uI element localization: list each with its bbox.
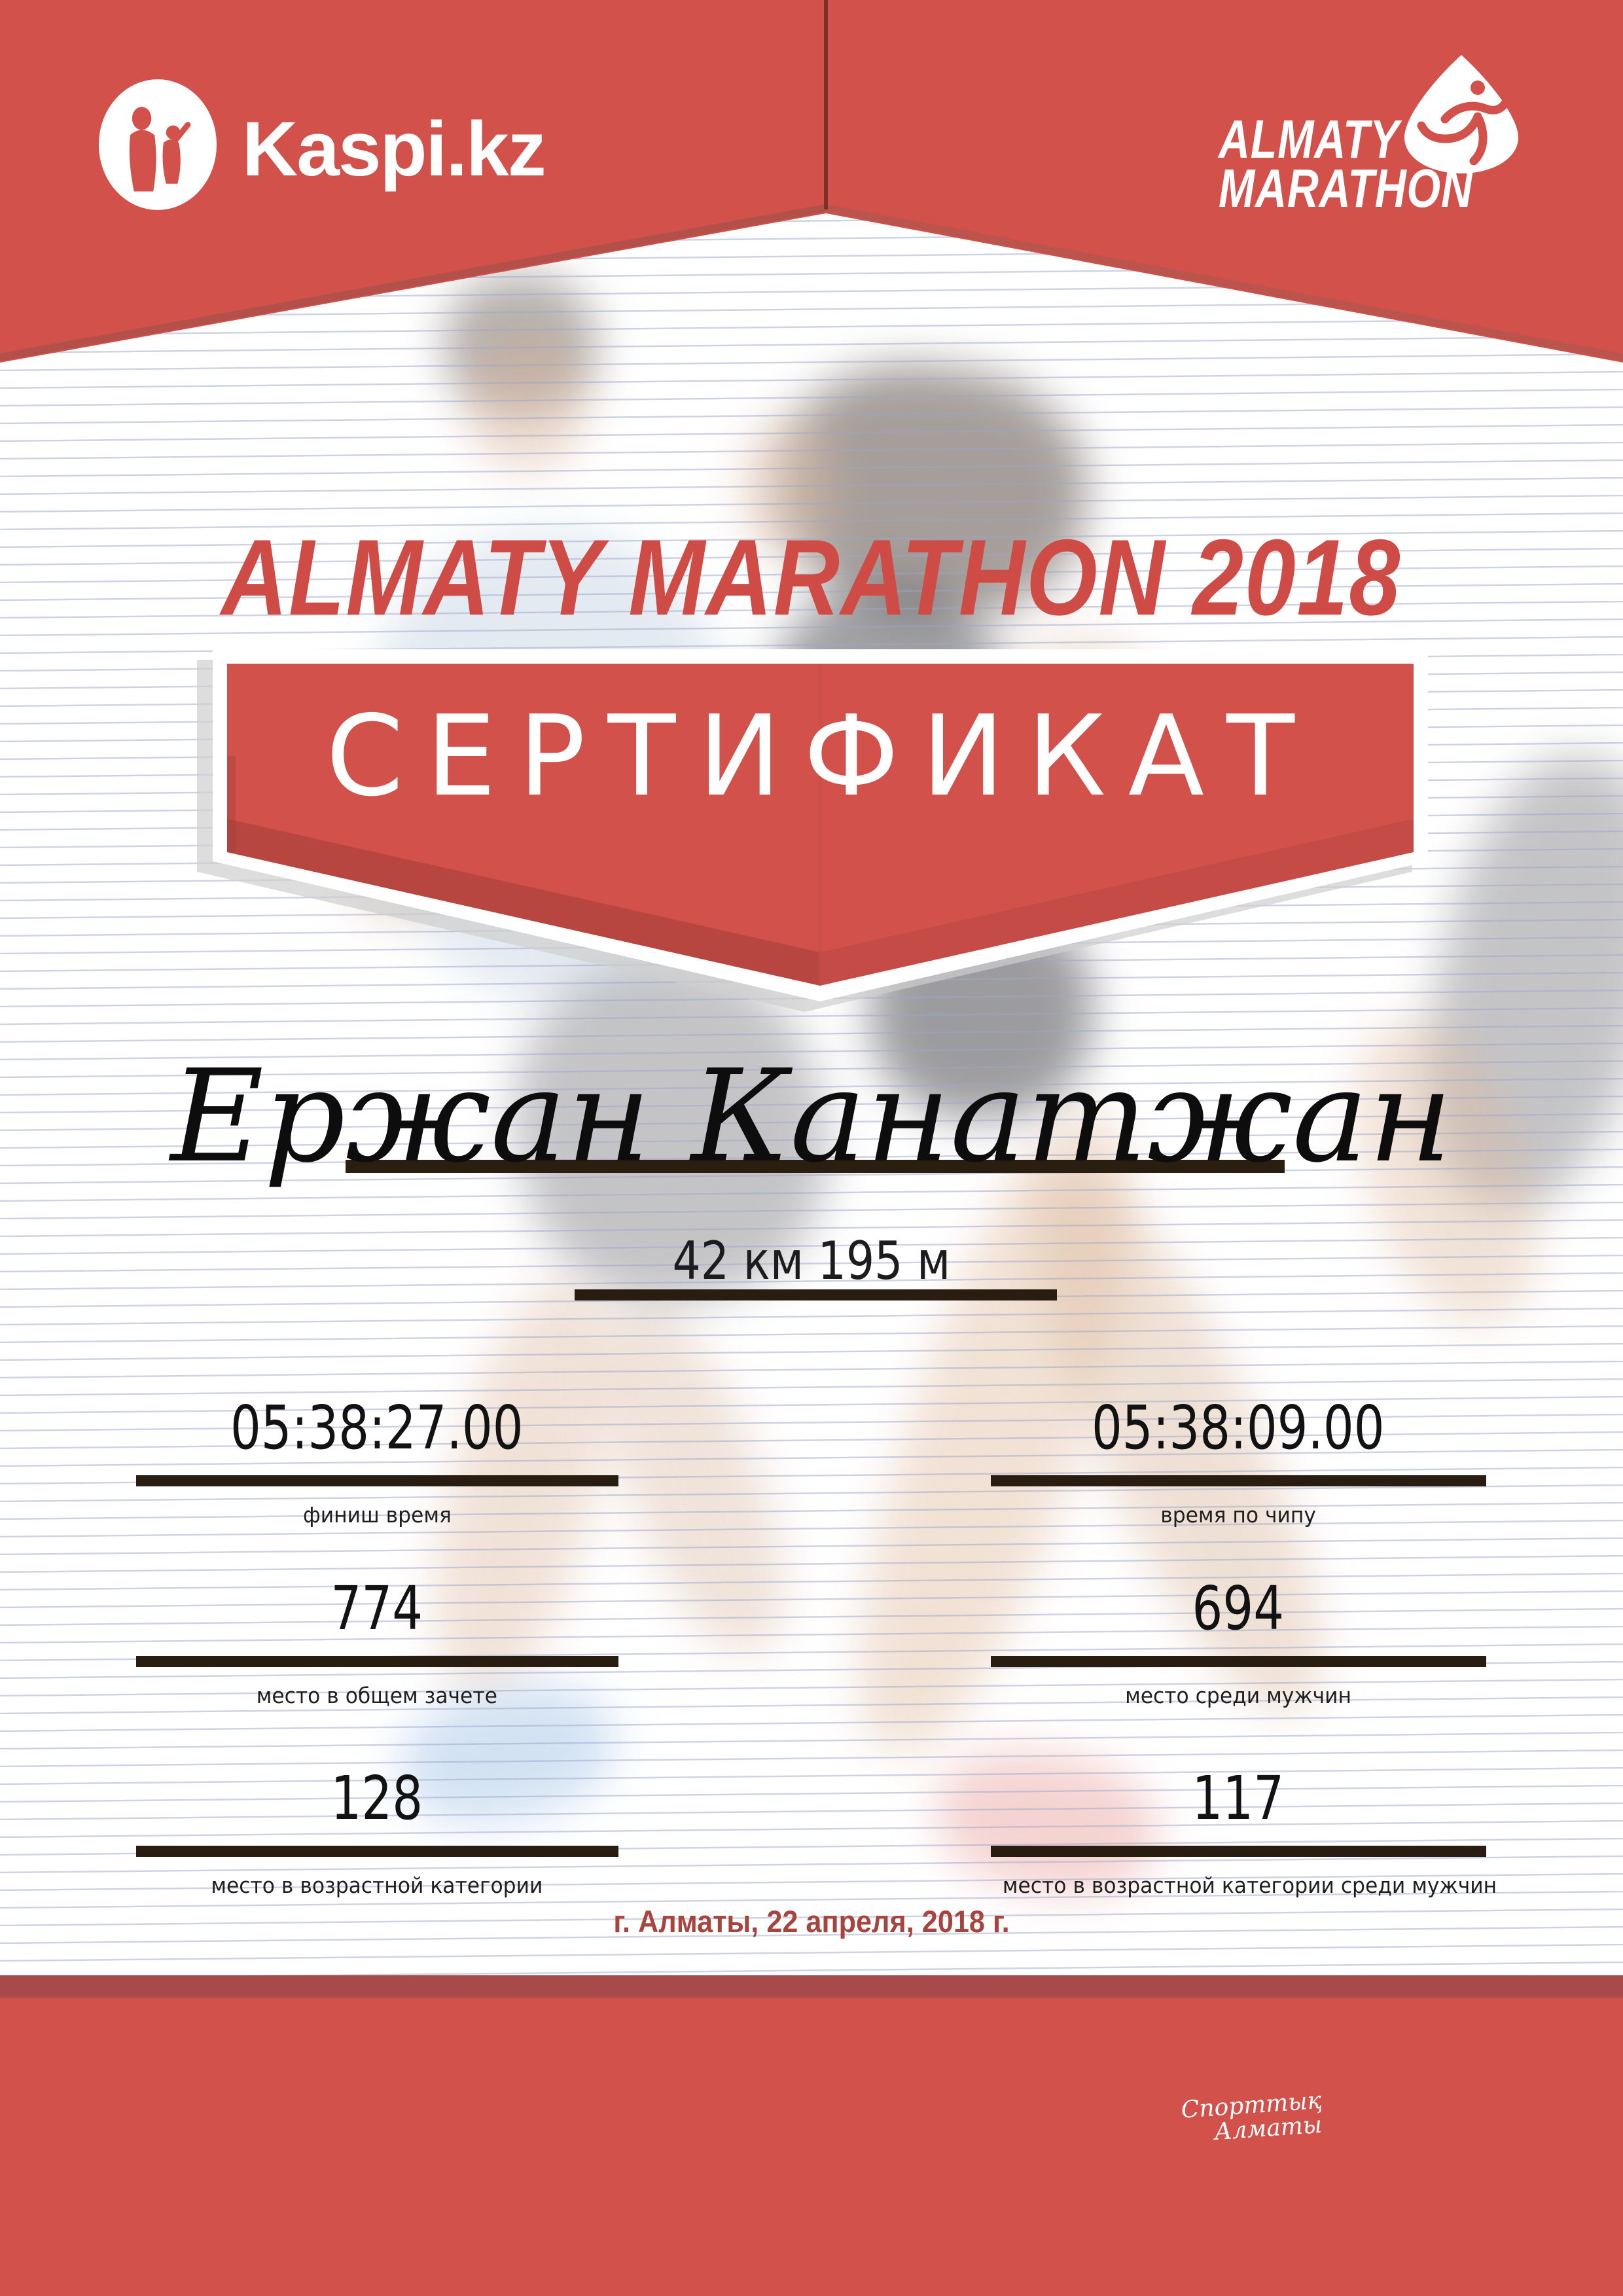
stat-value: 05:38:27.00	[230, 1393, 524, 1463]
almaty-marathon-wordmark: ALMATY MARATHON	[1219, 109, 1473, 219]
stat-value: 694	[1192, 1573, 1285, 1643]
kaspi-figures-icon	[98, 79, 217, 210]
almaty-marathon-runner-icon	[1404, 55, 1518, 173]
stat-value: 128	[330, 1763, 423, 1833]
distance-underline	[575, 1289, 1057, 1300]
stat-age-place: 128 место в возрастной категории	[128, 1768, 626, 1898]
header-band	[0, 0, 1623, 363]
kaspi-logo: Kaspi.kz	[97, 77, 546, 212]
footer-band	[0, 1998, 1623, 2296]
almaty-marathon-line2: MARATHON	[1219, 157, 1473, 219]
stat-rule	[990, 1475, 1486, 1486]
stat-label: место в общем зачете	[256, 1683, 498, 1708]
stat-value: 117	[1192, 1763, 1285, 1833]
date-line: г. Алматы, 22 апреля, 2018 г.	[613, 1904, 1010, 1939]
stat-value: 05:38:09.00	[1092, 1393, 1385, 1463]
recipient-name: Ержан Канатжан	[170, 1042, 1453, 1191]
event-title: ALMATY MARATHON 2018	[221, 517, 1402, 637]
stat-rule	[990, 1656, 1486, 1667]
stat-label: место среди мужчин	[1125, 1683, 1351, 1708]
stat-label: финиш время	[302, 1502, 452, 1528]
certificate-banner	[197, 649, 1428, 1012]
kaspi-wordmark: Kaspi.kz	[242, 106, 546, 192]
footer-dark-strip	[0, 1975, 1623, 1998]
stat-rule	[135, 1656, 618, 1667]
stat-label: место в возрастной категории	[211, 1873, 543, 1898]
stat-rule	[135, 1475, 618, 1486]
distance: 42 км 195 м	[672, 1230, 951, 1291]
stat-finish-time: 05:38:27.00 финиш время	[128, 1398, 626, 1528]
stat-label: место в возрастной категории среди мужчи…	[1002, 1873, 1497, 1898]
stat-overall-place: 774 место в общем зачете	[128, 1579, 626, 1708]
stat-rule	[990, 1846, 1486, 1857]
almaty-marathon-line1: ALMATY	[1219, 109, 1400, 170]
stat-chip-time: 05:38:09.00 время по чипу	[990, 1398, 1487, 1528]
banner-label: СЕРТИФИКАТ	[326, 692, 1317, 821]
stat-age-gender-place: 117 место в возрастной категории среди м…	[990, 1763, 1497, 1898]
stat-label: время по чипу	[1160, 1502, 1316, 1528]
stat-gender-place: 694 место среди мужчин	[990, 1579, 1487, 1708]
name-underline	[346, 1160, 1285, 1173]
sport-almaty-script: Спорттық Алматы	[1181, 2087, 1347, 2147]
stat-rule	[135, 1846, 618, 1857]
stat-value: 774	[330, 1573, 423, 1643]
